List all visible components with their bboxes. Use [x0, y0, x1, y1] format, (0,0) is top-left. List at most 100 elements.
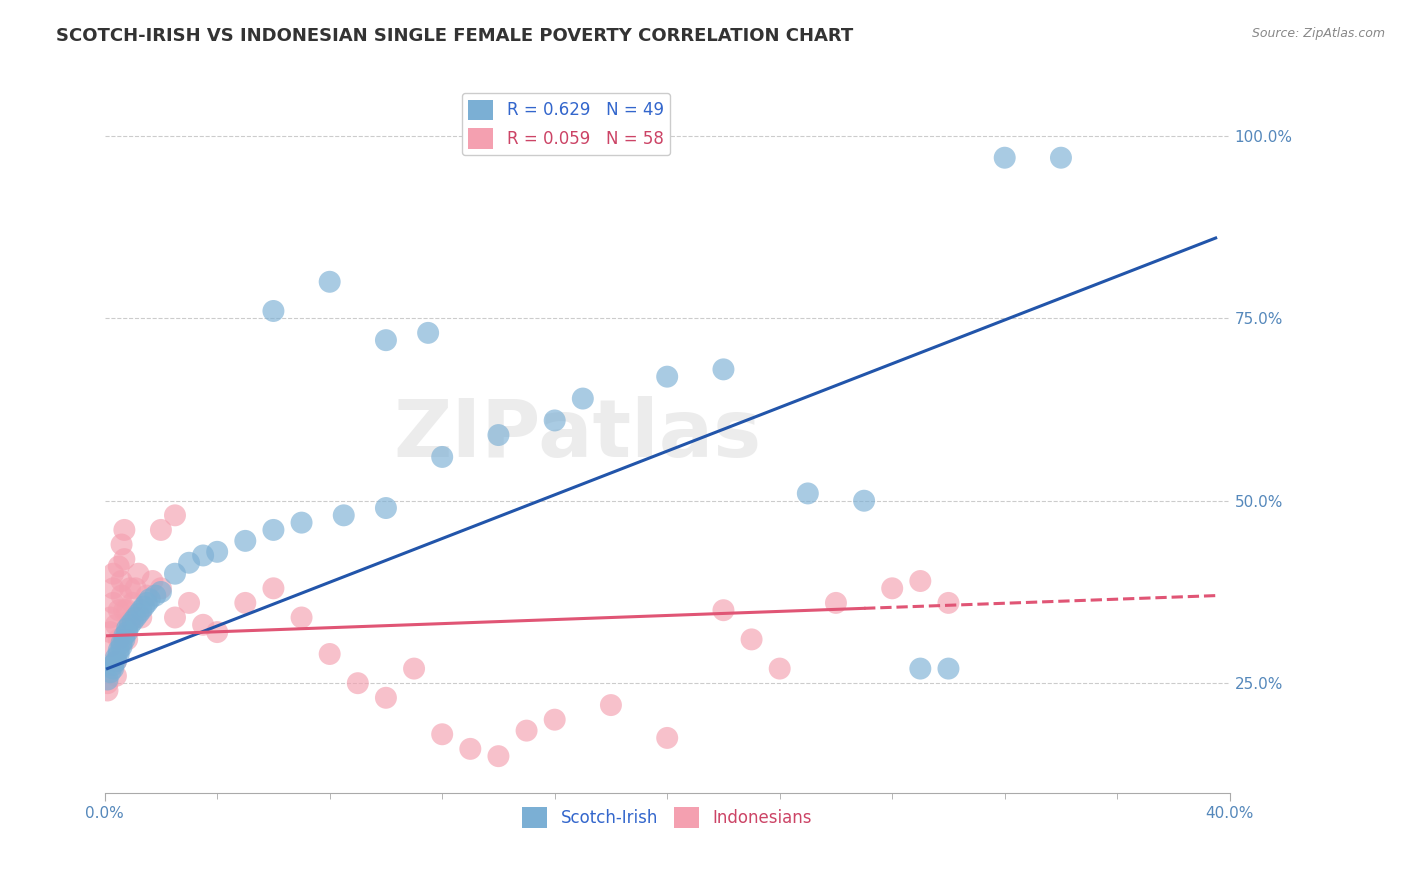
Point — [98, 610, 121, 624]
Point — [374, 501, 396, 516]
Point — [107, 643, 129, 657]
Point — [163, 566, 186, 581]
Point — [110, 537, 132, 551]
Point — [107, 632, 129, 647]
Point — [112, 552, 135, 566]
Point — [163, 508, 186, 523]
Point — [657, 731, 679, 745]
Point — [910, 662, 932, 676]
Point — [118, 617, 141, 632]
Point — [110, 589, 132, 603]
Point — [910, 574, 932, 588]
Point — [110, 574, 132, 588]
Point — [262, 582, 284, 596]
Point — [262, 304, 284, 318]
Point — [112, 523, 135, 537]
Point — [346, 676, 368, 690]
Point — [121, 614, 143, 628]
Point — [127, 566, 149, 581]
Point — [98, 640, 121, 654]
Point — [853, 493, 876, 508]
Point — [262, 523, 284, 537]
Point — [1050, 151, 1073, 165]
Point — [544, 413, 567, 427]
Point — [98, 625, 121, 640]
Point — [177, 556, 200, 570]
Point — [432, 727, 454, 741]
Point — [741, 632, 763, 647]
Point — [994, 151, 1017, 165]
Point — [416, 326, 439, 340]
Point — [107, 603, 129, 617]
Point — [191, 549, 214, 563]
Point — [135, 589, 157, 603]
Point — [101, 582, 124, 596]
Text: SCOTCH-IRISH VS INDONESIAN SINGLE FEMALE POVERTY CORRELATION CHART: SCOTCH-IRISH VS INDONESIAN SINGLE FEMALE… — [56, 27, 853, 45]
Point — [460, 742, 482, 756]
Legend: Scotch-Irish, Indonesians: Scotch-Irish, Indonesians — [516, 801, 818, 834]
Text: ZIPatlas: ZIPatlas — [394, 396, 761, 474]
Point — [127, 607, 149, 621]
Point — [96, 676, 118, 690]
Point — [101, 566, 124, 581]
Point — [115, 603, 138, 617]
Point — [233, 533, 256, 548]
Point — [882, 582, 904, 596]
Point — [135, 596, 157, 610]
Point — [96, 683, 118, 698]
Point — [938, 596, 960, 610]
Point — [290, 516, 312, 530]
Point — [432, 450, 454, 464]
Point — [129, 610, 152, 624]
Point — [233, 596, 256, 610]
Point — [112, 629, 135, 643]
Point — [112, 603, 135, 617]
Point — [488, 428, 510, 442]
Point — [191, 617, 214, 632]
Point — [600, 698, 623, 712]
Point — [205, 545, 228, 559]
Point — [104, 669, 127, 683]
Point — [132, 599, 155, 614]
Point — [115, 622, 138, 636]
Point — [402, 662, 425, 676]
Text: Source: ZipAtlas.com: Source: ZipAtlas.com — [1251, 27, 1385, 40]
Point — [107, 559, 129, 574]
Point — [938, 662, 960, 676]
Point — [657, 369, 679, 384]
Point — [572, 392, 595, 406]
Point — [104, 650, 127, 665]
Point — [104, 617, 127, 632]
Point — [544, 713, 567, 727]
Point — [129, 603, 152, 617]
Point — [110, 640, 132, 654]
Point — [98, 665, 121, 680]
Point — [797, 486, 820, 500]
Point — [110, 636, 132, 650]
Point — [149, 523, 172, 537]
Point — [374, 333, 396, 347]
Point — [205, 625, 228, 640]
Point — [101, 662, 124, 676]
Point — [713, 603, 735, 617]
Point — [769, 662, 792, 676]
Point — [104, 654, 127, 668]
Point — [318, 275, 340, 289]
Point — [118, 582, 141, 596]
Point — [124, 610, 146, 624]
Point — [374, 690, 396, 705]
Point — [143, 589, 166, 603]
Point — [112, 632, 135, 647]
Point — [163, 610, 186, 624]
Point — [124, 582, 146, 596]
Point — [101, 596, 124, 610]
Point — [121, 596, 143, 610]
Point — [115, 625, 138, 640]
Point — [118, 614, 141, 628]
Point — [104, 654, 127, 668]
Point — [149, 582, 172, 596]
Point — [516, 723, 538, 738]
Point — [101, 657, 124, 672]
Point — [138, 592, 160, 607]
Point — [177, 596, 200, 610]
